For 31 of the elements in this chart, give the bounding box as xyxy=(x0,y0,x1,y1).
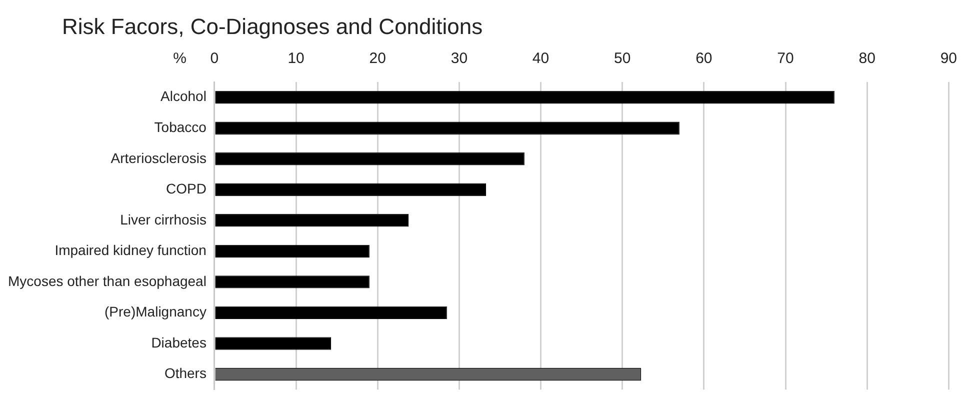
y-tick-label: Diabetes xyxy=(151,334,206,350)
y-tick-label: Others xyxy=(164,365,206,382)
x-tick-label: 60 xyxy=(696,50,712,68)
bar xyxy=(215,276,370,288)
y-tick-label: (Pre)Malignancy xyxy=(104,304,206,320)
bar xyxy=(215,306,447,320)
x-axis-title: % xyxy=(173,50,186,68)
y-tick-label: Impaired kidney function xyxy=(54,242,206,258)
y-tick-label: COPD xyxy=(166,180,206,197)
x-tick-label: 70 xyxy=(777,50,794,68)
bar xyxy=(215,183,486,196)
x-tick-label: 20 xyxy=(369,50,386,68)
bar xyxy=(215,244,370,258)
y-tick-label: Arteriosclerosis xyxy=(110,150,206,166)
bar xyxy=(215,337,332,350)
x-tick-label: 40 xyxy=(532,50,550,68)
x-tick-label: 0 xyxy=(210,50,219,68)
y-tick-label: Alcohol xyxy=(160,88,206,104)
y-tick-label: Liver cirrhosis xyxy=(120,211,206,228)
y-tick-label: Tobacco xyxy=(154,119,207,135)
y-tick-label: Mycoses other than esophageal xyxy=(8,272,206,289)
bar xyxy=(215,122,680,135)
x-tick-label: 80 xyxy=(858,50,876,68)
bar xyxy=(215,91,834,104)
bar xyxy=(215,152,524,166)
x-tick-label: 90 xyxy=(940,50,957,68)
x-tick-label: 10 xyxy=(288,50,304,68)
chart-title: Risk Facors, Co-Diagnoses and Conditions xyxy=(62,14,483,40)
x-tick-label: 30 xyxy=(450,50,468,68)
bar xyxy=(215,214,409,227)
x-tick-label: 50 xyxy=(614,50,631,68)
